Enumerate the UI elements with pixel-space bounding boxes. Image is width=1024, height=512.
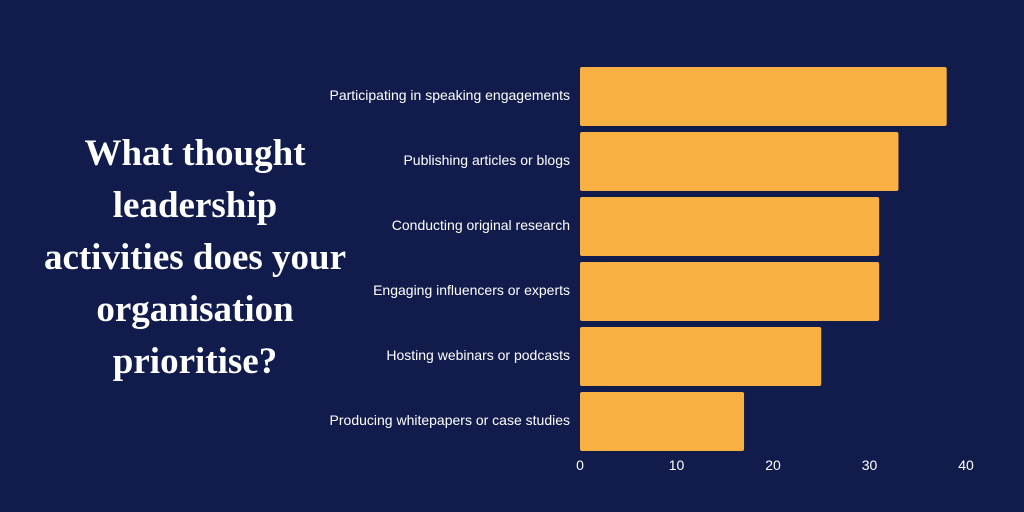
bar (580, 392, 745, 451)
category-label: Hosting webinars or podcasts (386, 347, 570, 363)
x-tick-label: 0 (576, 457, 584, 473)
x-tick-label: 20 (765, 457, 781, 473)
bar (580, 197, 880, 256)
x-tick-label: 10 (669, 457, 685, 473)
bar (580, 327, 822, 386)
bar (580, 262, 880, 321)
bars-group (580, 67, 947, 451)
x-tick-label: 30 (862, 457, 878, 473)
category-label: Participating in speaking engagements (330, 87, 571, 103)
bar (580, 132, 899, 191)
category-label: Producing whitepapers or case studies (330, 412, 570, 428)
category-label: Engaging influencers or experts (373, 282, 570, 298)
x-tick-label: 40 (958, 457, 974, 473)
category-label: Publishing articles or blogs (403, 152, 570, 168)
x-axis-ticks: 0 10 20 30 40 (576, 457, 974, 473)
chart-title: What thought leadership activities does … (43, 133, 347, 382)
category-label: Conducting original research (392, 217, 570, 233)
bar (580, 67, 947, 126)
category-labels: Participating in speaking engagements Pub… (330, 87, 571, 428)
